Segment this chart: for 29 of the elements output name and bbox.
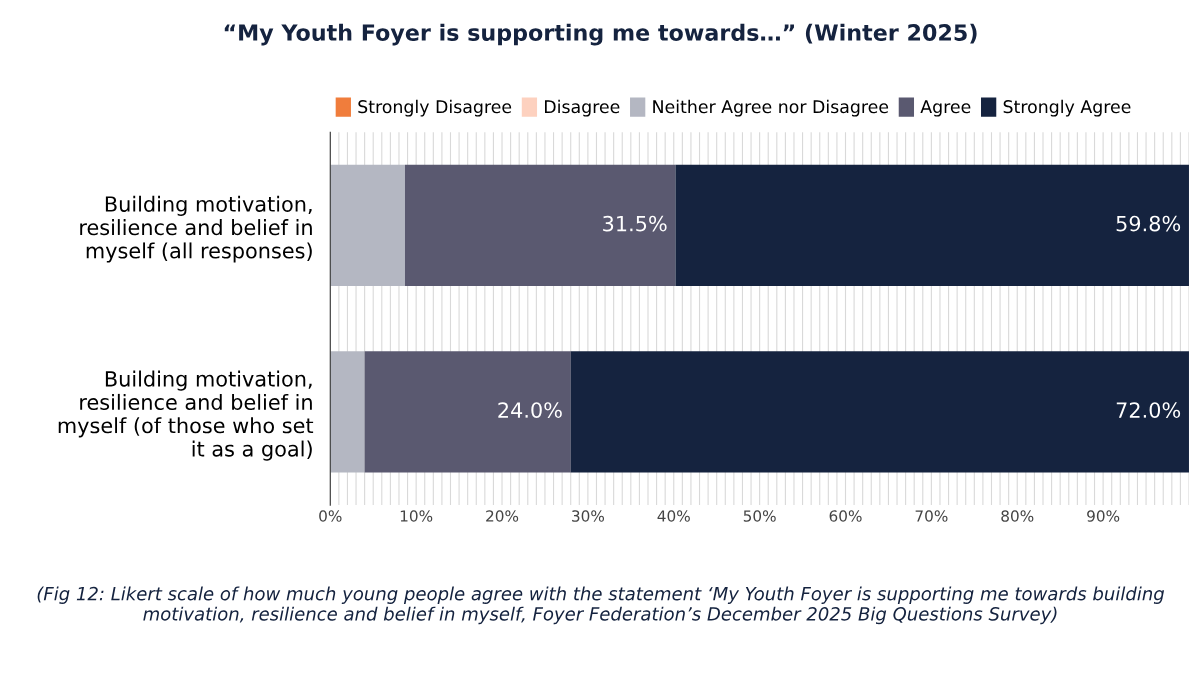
legend-label: Strongly Disagree — [358, 99, 512, 117]
legend-label: Strongly Agree — [1003, 99, 1131, 117]
data-label: 31.5% — [603, 215, 667, 232]
data-label: 59.8% — [1116, 215, 1181, 232]
bar — [570, 351, 1189, 473]
bar — [675, 164, 1189, 287]
x-tick-label: 10% — [400, 510, 433, 522]
bar — [364, 351, 571, 473]
x-tick-label: 20% — [486, 510, 519, 522]
text: (Fig 12: Likert scale of how much young people agree with the statement ‘My Youth Foyer is supporting me towards building motivation, resilience and belief in myself, Foyer Federation’s December 2025 Big Questions Survey) — [37, 586, 1165, 625]
x-tick-label: 90% — [1087, 510, 1120, 522]
data-label: 24.0% — [498, 402, 562, 418]
chart-title: “My Youth Foyer is supporting me towards…” (Winter 2025) — [224, 23, 977, 46]
legend-label: Neither Agree nor Disagree — [653, 99, 889, 117]
x-tick-label: 40% — [657, 510, 690, 522]
bar — [330, 351, 365, 473]
x-tick-label: 70% — [915, 510, 948, 522]
y-tick-label: Building motivation, resilience and belief in myself (all responses) — [80, 195, 312, 263]
bar — [404, 164, 676, 287]
x-tick-label: 0% — [319, 510, 342, 522]
x-tick-label: 80% — [1001, 510, 1034, 522]
legend-label: Agree — [920, 100, 971, 117]
x-tick-label: 30% — [572, 510, 605, 522]
data-label: 72.0% — [1116, 402, 1181, 418]
x-tick-label: 50% — [743, 510, 776, 522]
legend-label: Disagree — [545, 99, 620, 117]
bar — [330, 164, 405, 287]
x-tick-label: 60% — [829, 510, 862, 522]
y-tick-label: Building motivation, resilience and belief in myself (of those who set it as a goal) — [58, 370, 314, 461]
